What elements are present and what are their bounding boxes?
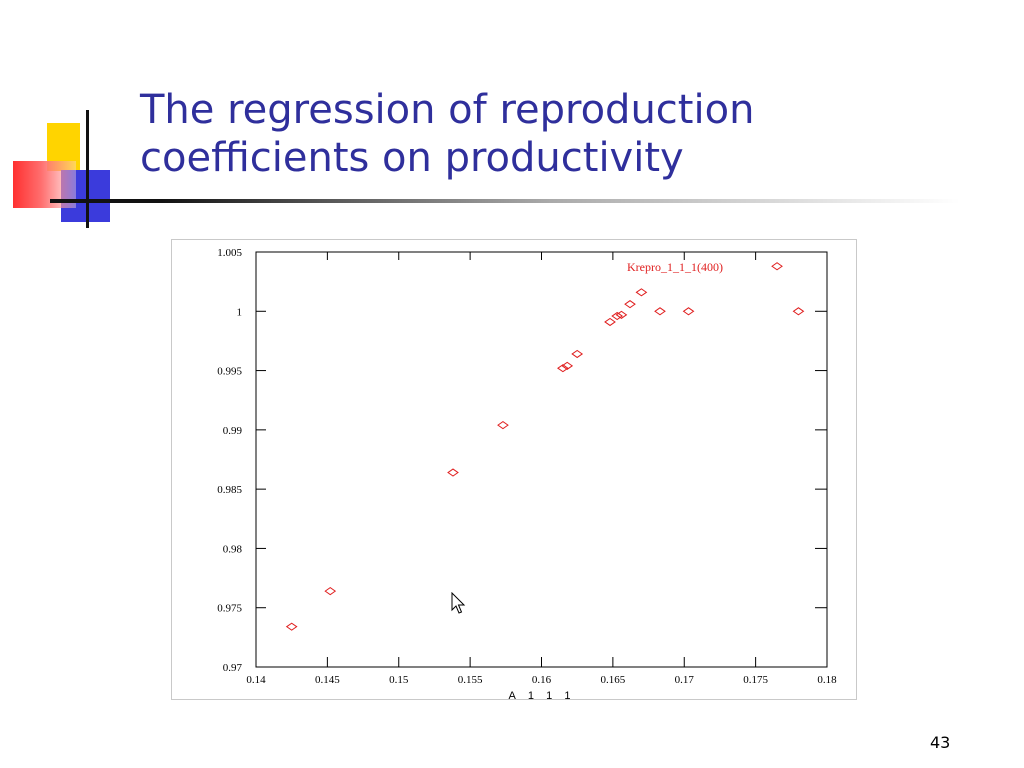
x-tick-label: 0.14 xyxy=(246,674,266,686)
x-tick-label: 0.18 xyxy=(817,674,837,686)
data-point xyxy=(624,300,636,309)
data-point xyxy=(615,310,628,319)
data-point xyxy=(561,361,574,370)
legend-label: Krepro_1_1_1(400) xyxy=(627,260,723,274)
x-tick-label: 0.175 xyxy=(743,674,768,686)
slide-title-line1: The regression of reproduction xyxy=(140,87,755,133)
plot-area xyxy=(255,251,828,668)
mouse-pointer-icon xyxy=(451,592,466,614)
logo-vertical-line xyxy=(86,110,89,228)
data-point xyxy=(611,311,624,321)
data-point xyxy=(682,307,695,316)
x-tick-label: 0.17 xyxy=(675,674,695,686)
x-tick-label: 0.16 xyxy=(532,674,552,686)
y-tick-label: 0.985 xyxy=(217,484,242,496)
y-tick-label: 1 xyxy=(237,306,243,318)
slide-number: 43 xyxy=(930,733,951,752)
data-point xyxy=(447,468,459,477)
x-tick-label: 0.155 xyxy=(458,674,483,686)
data-point xyxy=(771,262,783,271)
data-point xyxy=(557,364,569,373)
y-tick-label: 1.005 xyxy=(217,247,242,259)
data-point xyxy=(635,288,648,297)
x-tick-label: 0.145 xyxy=(315,674,340,686)
data-point xyxy=(324,587,337,596)
title-underline xyxy=(50,199,960,203)
y-tick-label: 0.995 xyxy=(217,366,242,378)
data-point xyxy=(654,307,666,316)
x-tick-label: 0.165 xyxy=(601,674,626,686)
data-point xyxy=(497,421,509,430)
data-point xyxy=(792,307,805,316)
slide-title: The regression of reproduction coefficie… xyxy=(140,86,900,182)
scatter-chart: 0.14 0.145 0.15 0.155 0.16 0.165 0.17 0.175 0.18… xyxy=(217,247,837,702)
data-point xyxy=(571,349,584,359)
data-point xyxy=(604,317,616,327)
y-tick-label: 0.97 xyxy=(223,662,243,674)
chart-frame: 0.14 0.145 0.15 0.155 0.16 0.165 0.17 0.175 0.18… xyxy=(171,239,857,702)
y-tick-label: 0.98 xyxy=(223,543,243,555)
data-point xyxy=(285,622,298,631)
slide-title-line2: coefficients on productivity xyxy=(140,135,684,181)
x-tick-label: 0.15 xyxy=(389,674,409,686)
y-tick-label: 0.975 xyxy=(217,603,242,615)
x-axis-label: A_1_1_1 xyxy=(508,690,573,699)
y-tick-label: 0.99 xyxy=(223,425,243,437)
